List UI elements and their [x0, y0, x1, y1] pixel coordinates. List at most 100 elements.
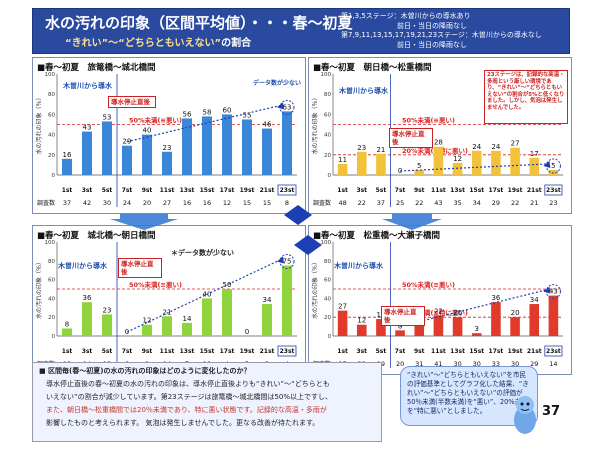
- x-tick-label: 23st: [280, 187, 295, 194]
- data-label: 20: [511, 309, 520, 317]
- summary-line: また、朝日橋～松重橋間では20％未満であり、特に悪い状態です。記録的な高温・多雨…: [39, 406, 327, 414]
- survey-count: 20: [396, 360, 404, 368]
- data-label: 36: [83, 294, 92, 302]
- annotation-stop: 導水停止直後: [118, 258, 162, 278]
- x-tick-label: 7st: [122, 348, 133, 355]
- x-tick-label: 15st: [200, 187, 215, 194]
- bar: [510, 147, 520, 175]
- survey-count: 30: [511, 360, 519, 368]
- data-label: 12: [453, 155, 462, 163]
- chart-svg-1: 水の汚れの印象（％） 0 20 40 60 80 100 50%未満(≡悪い) 16 1st 37 4…: [35, 72, 297, 207]
- bar: [471, 150, 482, 175]
- y-tick-label: 80: [48, 259, 55, 265]
- reference-label: 50%未満(≡悪い): [402, 116, 455, 125]
- x-tick-label: 9st: [414, 348, 425, 355]
- bar: [82, 131, 92, 175]
- data-label: 50: [223, 281, 232, 289]
- annotation-stop: 導水停止直後: [108, 96, 156, 108]
- x-tick-label: 7st: [395, 348, 406, 355]
- bar: [414, 320, 425, 336]
- chart-panel-3: ■春～初夏 城北橋～朝日橋間 水の汚れの印象（％） 0 20 40 60 80 100 50%…: [32, 225, 306, 375]
- data-label: 53: [103, 113, 112, 121]
- bar: [433, 315, 444, 336]
- x-tick-label: 13st: [180, 187, 195, 194]
- y-tick-label: 100: [321, 72, 332, 78]
- page-subtitle: “きれい”～“どちらともいえない”の割合: [65, 38, 252, 49]
- y-tick-label: 0: [52, 173, 56, 179]
- x-tick-label: 19st: [240, 187, 255, 194]
- x-tick-label: 23st: [280, 348, 295, 355]
- x-tick-label: 1st: [337, 187, 348, 194]
- x-tick-label: 1st: [337, 348, 348, 355]
- y-tick-label: 100: [45, 72, 56, 78]
- data-label: 16: [63, 151, 72, 159]
- x-tick-label: 19st: [240, 348, 255, 355]
- bar: [395, 330, 405, 336]
- data-label: 5: [551, 162, 555, 170]
- summary-line: 影響したものと考えられます。 気泡は発生しませんでした。更なる改善が待たれます。: [39, 419, 320, 427]
- y-tick-label: 20: [48, 153, 55, 159]
- y-tick-label: 20: [324, 153, 331, 159]
- bar: [356, 324, 367, 336]
- y-tick-label: 80: [324, 259, 331, 265]
- x-tick-label: 11st: [431, 187, 446, 194]
- x-tick-label: 17st: [489, 348, 504, 355]
- chart-title: ■春～初夏 旅篭橋～城北橋間: [37, 63, 156, 73]
- highlight-box: [544, 345, 563, 357]
- arrow-head-icon: [277, 256, 284, 264]
- bar: [529, 304, 540, 336]
- y-tick-label: 80: [48, 92, 55, 98]
- survey-count: 30: [453, 360, 461, 368]
- annotation-stop: 導水停止直後: [381, 306, 425, 326]
- bar: [337, 163, 348, 175]
- x-tick-label: 7st: [122, 187, 133, 194]
- y-tick-label: 60: [324, 112, 331, 118]
- x-tick-label: 17st: [220, 348, 235, 355]
- x-tick-label: 11st: [160, 348, 175, 355]
- y-tick-label: 100: [321, 240, 332, 246]
- summary-line: いえない”の割合が減少しています。第23ステージは旅篭橋～城北橋間は50%以上で…: [39, 393, 333, 401]
- data-label: 46: [263, 121, 272, 129]
- annotation-stop: 導水停止直後: [389, 128, 433, 148]
- data-label: 27: [511, 140, 520, 148]
- bar: [529, 157, 540, 175]
- data-label: 34: [263, 296, 272, 304]
- survey-count: 16: [203, 199, 211, 207]
- trend-arrow: [126, 258, 282, 333]
- bar: [102, 314, 112, 336]
- reference-label: 50%未満(≡悪い): [402, 280, 455, 289]
- page-title: 水の汚れの印象（区間平均値）・・・春～初夏: [45, 14, 353, 32]
- x-tick-label: 5st: [102, 348, 113, 355]
- survey-count: 31: [415, 360, 423, 368]
- survey-count: 48: [338, 199, 346, 207]
- y-axis-label: 水の汚れの印象（％）: [311, 259, 319, 319]
- data-label: 3: [475, 325, 479, 333]
- bar: [356, 151, 367, 175]
- data-label: 28: [434, 139, 443, 147]
- survey-count: 30: [103, 199, 111, 207]
- data-label: 11: [338, 156, 347, 164]
- chart-title: ■春～初夏 松重橋～大瀬子橋間: [313, 231, 441, 241]
- bar: [102, 121, 112, 175]
- data-label: 5: [417, 162, 421, 170]
- survey-count: 12: [223, 199, 231, 207]
- survey-count-label: 調査数: [313, 199, 331, 207]
- data-label: 18: [376, 311, 385, 319]
- survey-count: 29: [530, 360, 538, 368]
- chart-svg-3: 水の汚れの印象（％） 0 20 40 60 80 100 50%未満(≡悪い) 8 1st 12 36…: [35, 240, 297, 368]
- summary-box: ■ 区間毎(春～初夏)の水の汚れの印象はどのように変化したのか？ 導水停止直後の…: [32, 362, 382, 442]
- y-tick-label: 60: [48, 112, 55, 118]
- data-label: 40: [143, 127, 152, 135]
- x-tick-label: 17st: [220, 187, 235, 194]
- annotation-few-data: ＊データ数が少ない: [171, 249, 234, 257]
- survey-count: 22: [511, 199, 519, 207]
- data-label: 8: [65, 320, 69, 328]
- annotation-kiso: 木曽川から導水: [334, 262, 383, 270]
- header-banner: 水の汚れの印象（区間平均値）・・・春～初夏 “きれい”～“どちらともいえない”の…: [32, 8, 570, 54]
- x-tick-label: 11st: [431, 348, 446, 355]
- y-tick-label: 60: [48, 278, 55, 284]
- survey-count: 15: [243, 199, 251, 207]
- data-label: 27: [338, 303, 347, 311]
- bar: [162, 151, 172, 175]
- bar: [142, 134, 152, 175]
